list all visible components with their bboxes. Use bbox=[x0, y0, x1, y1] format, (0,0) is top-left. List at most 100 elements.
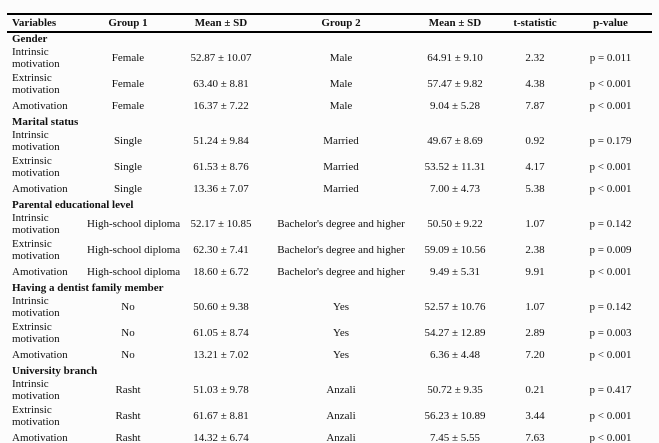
t-statistic-cell: 0.92 bbox=[525, 135, 545, 148]
p-value-cell: p < 0.001 bbox=[589, 410, 632, 423]
table-row: Amotivation Female 16.37 ± 7.22 Male 9.04 ± … bbox=[7, 98, 652, 116]
group1-mean-sd-cell: 14.32 ± 6.74 bbox=[193, 432, 249, 443]
variable-cell: Intrinsic motivation bbox=[12, 212, 60, 236]
column-header-mean-sd-2: Mean ± SD bbox=[409, 14, 501, 33]
p-value-cell: p = 0.179 bbox=[589, 135, 632, 148]
group1-mean-sd-cell: 61.05 ± 8.74 bbox=[193, 327, 249, 340]
t-statistic-cell: 4.17 bbox=[525, 161, 545, 174]
variable-cell: Amotivation bbox=[12, 183, 68, 196]
table-row: Intrinsic motivation Rasht 51.03 ± 9.78 Anz… bbox=[7, 378, 652, 404]
variable-cell: Extrinsic motivation bbox=[12, 321, 60, 345]
group2-mean-sd-cell: 52.57 ± 10.76 bbox=[424, 301, 486, 314]
group2-mean-sd-cell: 50.72 ± 9.35 bbox=[427, 384, 483, 397]
group2-mean-sd-cell: 57.47 ± 9.82 bbox=[427, 78, 483, 91]
group2-cell: Married bbox=[323, 161, 359, 174]
group1-cell: No bbox=[121, 349, 135, 362]
group1-mean-sd-cell: 61.53 ± 8.76 bbox=[193, 161, 249, 174]
table-body: Gender Intrinsic motivation Female 52.87 ± … bbox=[7, 32, 652, 443]
group2-cell: Anzali bbox=[326, 432, 356, 443]
p-value-cell: p = 0.011 bbox=[589, 52, 632, 65]
t-statistic-cell: 7.87 bbox=[525, 100, 545, 113]
group1-cell: High-school diploma bbox=[87, 218, 181, 231]
group1-cell: Rasht bbox=[115, 410, 141, 423]
column-header-group2: Group 2 bbox=[273, 14, 409, 33]
group2-mean-sd-cell: 53.52 ± 11.31 bbox=[424, 161, 486, 174]
group1-cell: High-school diploma bbox=[87, 266, 181, 279]
variable-cell: Intrinsic motivation bbox=[12, 378, 60, 402]
variable-cell: Amotivation bbox=[12, 432, 68, 443]
section-title: Parental educational level bbox=[12, 198, 134, 211]
t-statistic-cell: 3.44 bbox=[525, 410, 545, 423]
t-statistic-cell: 7.20 bbox=[525, 349, 545, 362]
group1-mean-sd-cell: 16.37 ± 7.22 bbox=[193, 100, 249, 113]
group1-mean-sd-cell: 63.40 ± 8.81 bbox=[193, 78, 249, 91]
group2-cell: Male bbox=[329, 52, 353, 65]
p-value-cell: p < 0.001 bbox=[589, 432, 632, 443]
p-value-cell: p < 0.001 bbox=[589, 183, 632, 196]
group1-mean-sd-cell: 51.24 ± 9.84 bbox=[193, 135, 249, 148]
table-row: Extrinsic motivation No 61.05 ± 8.74 Yes 54.… bbox=[7, 321, 652, 347]
table-row: Extrinsic motivation Female 63.40 ± 8.81 Ma… bbox=[7, 72, 652, 98]
p-value-cell: p = 0.009 bbox=[589, 244, 632, 257]
group2-mean-sd-cell: 49.67 ± 8.69 bbox=[427, 135, 483, 148]
variable-cell: Amotivation bbox=[12, 349, 68, 362]
table-row: Amotivation Single 13.36 ± 7.07 Married 7.00… bbox=[7, 181, 652, 199]
group1-mean-sd-cell: 50.60 ± 9.38 bbox=[193, 301, 249, 314]
group2-cell: Male bbox=[329, 100, 353, 113]
t-statistic-cell: 2.32 bbox=[525, 52, 545, 65]
section-header-row: Marital status bbox=[7, 116, 652, 129]
group1-cell: Female bbox=[111, 78, 145, 91]
t-statistic-cell: 9.91 bbox=[525, 266, 545, 279]
t-statistic-cell: 4.38 bbox=[525, 78, 545, 91]
t-statistic-cell: 2.38 bbox=[525, 244, 545, 257]
p-value-cell: p < 0.001 bbox=[589, 100, 632, 113]
t-statistic-cell: 1.07 bbox=[525, 301, 545, 314]
t-statistic-cell: 0.21 bbox=[525, 384, 545, 397]
p-value-cell: p < 0.001 bbox=[589, 266, 632, 279]
column-header-p-value: p-value bbox=[569, 14, 652, 33]
group2-cell: Male bbox=[329, 78, 353, 91]
section-header-row: Gender bbox=[7, 32, 652, 46]
group2-mean-sd-cell: 6.36 ± 4.48 bbox=[429, 349, 481, 362]
group2-mean-sd-cell: 56.23 ± 10.89 bbox=[424, 410, 486, 423]
t-statistic-cell: 1.07 bbox=[525, 218, 545, 231]
variable-cell: Intrinsic motivation bbox=[12, 295, 60, 319]
p-value-cell: p = 0.003 bbox=[589, 327, 632, 340]
variable-cell: Extrinsic motivation bbox=[12, 238, 60, 262]
variable-cell: Intrinsic motivation bbox=[12, 46, 60, 70]
group2-cell: Bachelor's degree and higher bbox=[277, 266, 405, 279]
section-title: Gender bbox=[12, 32, 48, 45]
table-header: Variables Group 1 Mean ± SD Group 2 Mean… bbox=[7, 14, 652, 33]
variable-cell: Extrinsic motivation bbox=[12, 155, 60, 179]
column-header-t-statistic: t-statistic bbox=[501, 14, 569, 33]
column-header-group1: Group 1 bbox=[87, 14, 169, 33]
group1-mean-sd-cell: 13.21 ± 7.02 bbox=[193, 349, 249, 362]
group2-mean-sd-cell: 9.49 ± 5.31 bbox=[429, 266, 481, 279]
table-row: Amotivation No 13.21 ± 7.02 Yes 6.36 ± 4.48 7… bbox=[7, 347, 652, 365]
section-title: Having a dentist family member bbox=[12, 281, 164, 294]
header-row: Variables Group 1 Mean ± SD Group 2 Mean… bbox=[7, 14, 652, 33]
group1-mean-sd-cell: 62.30 ± 7.41 bbox=[193, 244, 249, 257]
table-row: Intrinsic motivation High-school diploma 5… bbox=[7, 212, 652, 238]
p-value-cell: p < 0.001 bbox=[589, 78, 632, 91]
group2-mean-sd-cell: 7.45 ± 5.55 bbox=[429, 432, 481, 443]
table-row: Extrinsic motivation Single 61.53 ± 8.76 Ma… bbox=[7, 155, 652, 181]
group2-cell: Anzali bbox=[326, 384, 356, 397]
p-value-cell: p < 0.001 bbox=[589, 161, 632, 174]
section-title: University branch bbox=[12, 364, 98, 377]
group1-mean-sd-cell: 52.87 ± 10.07 bbox=[190, 52, 252, 65]
group1-mean-sd-cell: 51.03 ± 9.78 bbox=[193, 384, 249, 397]
variable-cell: Amotivation bbox=[12, 266, 68, 279]
table-row: Amotivation Rasht 14.32 ± 6.74 Anzali 7.45 ±… bbox=[7, 430, 652, 443]
section-header-row: University branch bbox=[7, 365, 652, 378]
section-header-row: Parental educational level bbox=[7, 199, 652, 212]
group1-cell: Female bbox=[111, 100, 145, 113]
group1-mean-sd-cell: 13.36 ± 7.07 bbox=[193, 183, 249, 196]
group2-cell: Bachelor's degree and higher bbox=[277, 218, 405, 231]
group2-cell: Married bbox=[323, 183, 359, 196]
section-title: Marital status bbox=[12, 115, 79, 128]
section-header-row: Having a dentist family member bbox=[7, 282, 652, 295]
column-header-mean-sd-1: Mean ± SD bbox=[169, 14, 273, 33]
group1-cell: Single bbox=[113, 135, 143, 148]
